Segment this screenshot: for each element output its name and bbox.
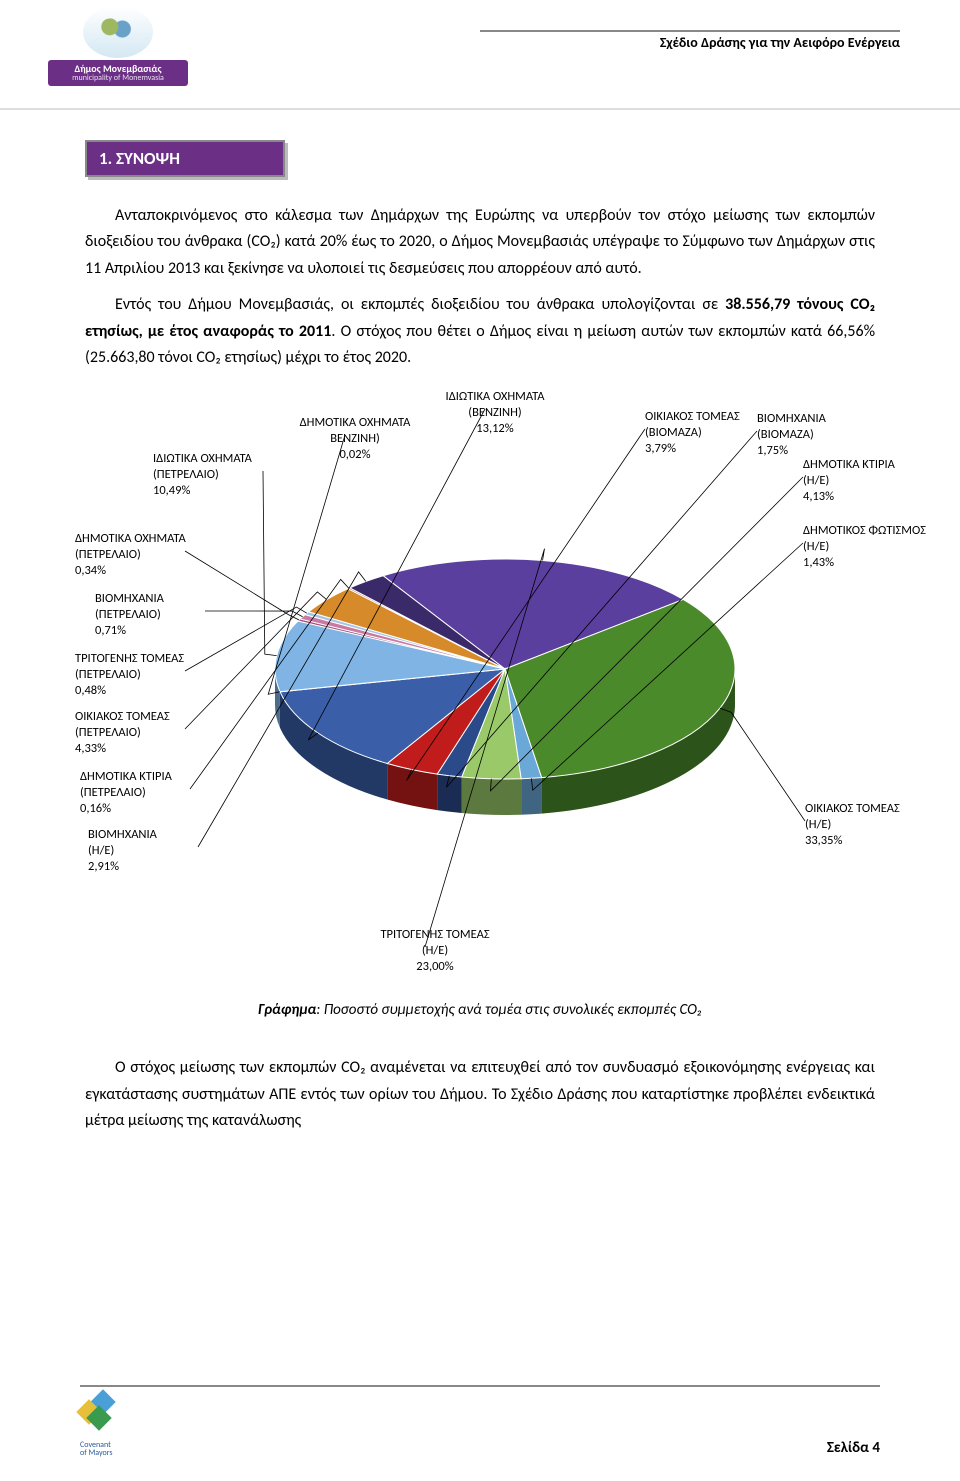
paragraph-2: Εντός του Δήμου Μονεμβασιάς, οι εκπομπές… — [85, 292, 875, 371]
pie-chart-svg — [85, 389, 875, 979]
leader-line — [720, 708, 805, 821]
covenant-line2: of Mayors — [80, 1449, 136, 1457]
municipality-logo: Δήμος Μονεμβασιάς municipality of Monemv… — [48, 6, 188, 92]
page-content: 1. ΣΥΝΟΨΗ Ανταποκρινόμενος στο κάλεσμα τ… — [0, 110, 960, 1135]
section-heading: 1. ΣΥΝΟΨΗ — [99, 148, 180, 169]
paragraph-1: Ανταποκρινόμενος στο κάλεσμα των Δημάρχω… — [85, 203, 875, 282]
pie-slice-side — [521, 778, 542, 815]
page-number: Σελίδα 4 — [827, 1439, 880, 1457]
footer-rule — [80, 1385, 880, 1387]
caption-rest: : Ποσοστό συμμετοχής ανά τομέα στις συνο… — [316, 1001, 702, 1019]
document-page: Δήμος Μονεμβασιάς municipality of Monemv… — [0, 0, 960, 1481]
caption-lead: Γράφημα — [258, 1001, 316, 1019]
section-heading-box: 1. ΣΥΝΟΨΗ — [85, 140, 285, 177]
covenant-logo-block: Covenant of Mayors — [80, 1393, 136, 1457]
covenant-text: Covenant of Mayors — [80, 1441, 136, 1457]
header-rule — [480, 30, 900, 32]
pie-chart: ΙΔΙΩΤΙΚΑ ΟΧΗΜΑΤΑ(ΒΕΝΖΙΝΗ)13,12%ΟΙΚΙΑΚΟΣ … — [85, 389, 875, 979]
logo-text-band: Δήμος Μονεμβασιάς municipality of Monemv… — [48, 60, 188, 86]
paragraph-2-a: Εντός του Δήμου Μονεμβασιάς, οι εκπομπές… — [115, 295, 725, 314]
page-header: Δήμος Μονεμβασιάς municipality of Monemv… — [0, 0, 960, 110]
page-footer: Covenant of Mayors Σελίδα 4 — [0, 1385, 960, 1457]
leader-line — [185, 551, 299, 620]
paragraph-3: Ο στόχος μείωσης των εκπομπών CO₂ αναμέν… — [85, 1055, 875, 1134]
covenant-logo — [80, 1393, 136, 1439]
logo-english-text: municipality of Monemvasia — [52, 74, 184, 83]
logo-emblem — [83, 6, 153, 58]
document-title: Σχέδιο Δράσης για την Αειφόρο Ενέργεια — [660, 34, 900, 51]
leader-line — [263, 471, 277, 656]
chart-caption: Γράφημα: Ποσοστό συμμετοχής ανά τομέα στ… — [85, 1001, 875, 1019]
pie-slice-side — [437, 774, 462, 813]
footer-row: Covenant of Mayors Σελίδα 4 — [80, 1393, 880, 1457]
